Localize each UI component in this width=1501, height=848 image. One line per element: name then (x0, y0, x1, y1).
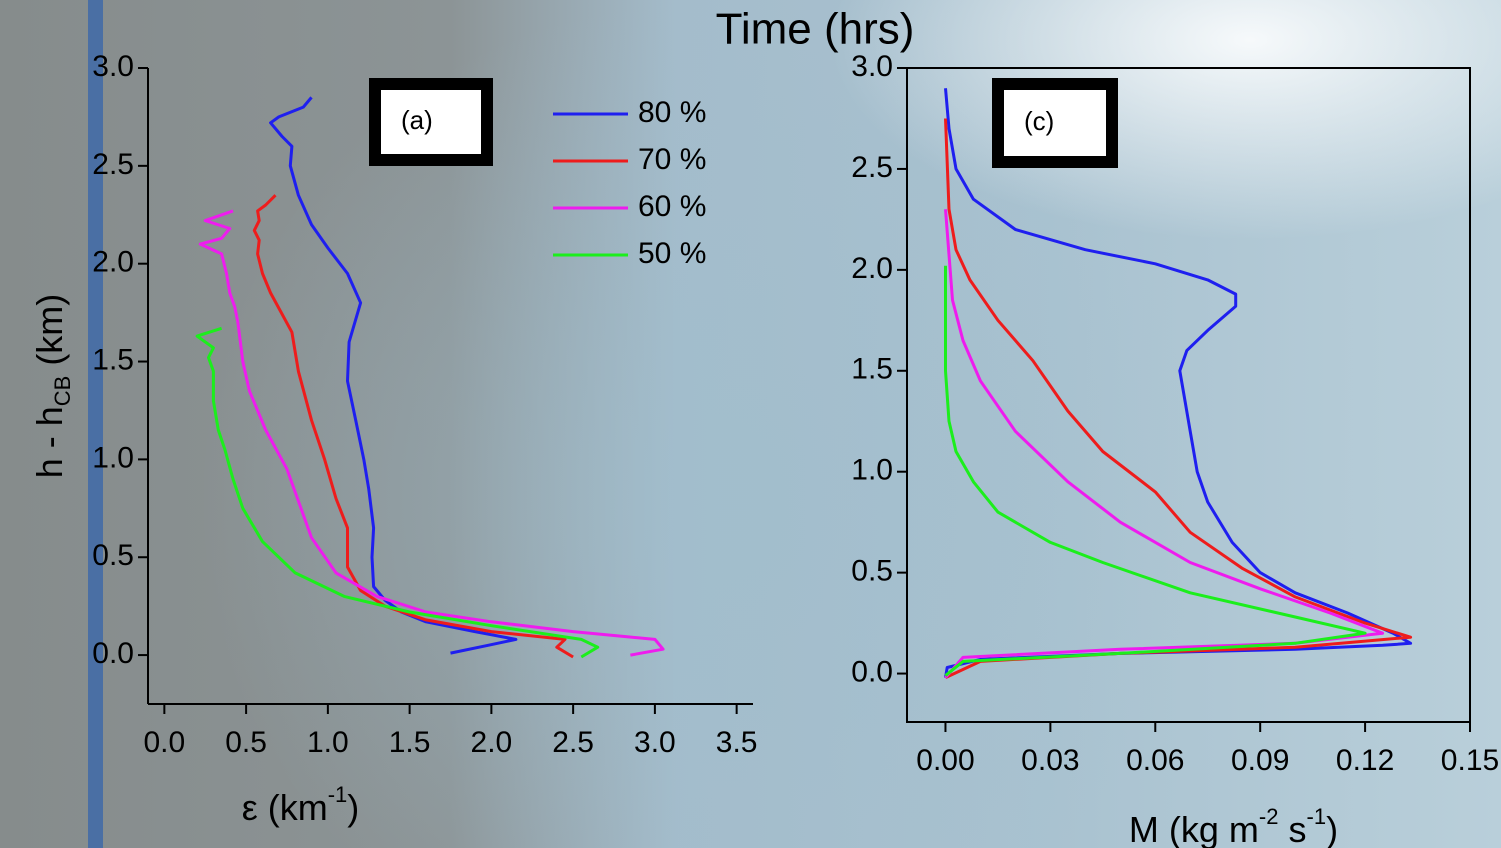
x-tick-label: 1.5 (389, 726, 431, 759)
legend-label: 80 % (638, 96, 706, 129)
x-tick-label: 1.0 (307, 726, 349, 759)
legend-label: 70 % (638, 143, 706, 176)
y-tick-label: 0.5 (851, 555, 893, 588)
x-axis-label-part: -1 (1307, 804, 1327, 829)
x-tick-label: 0.5 (225, 726, 267, 759)
y-tick-label: 1.5 (92, 343, 134, 376)
y-tick-label: 1.0 (851, 454, 893, 487)
y-tick-label: 0.0 (851, 655, 893, 688)
legend-label: 50 % (638, 237, 706, 270)
x-tick-label: 2.0 (471, 726, 513, 759)
x-tick-label: 0.15 (1441, 744, 1499, 777)
side-bar (88, 0, 103, 848)
data-line (195, 326, 600, 659)
y-axis-label-part: CB (50, 376, 75, 407)
y-tick-label: 3.0 (851, 50, 893, 83)
y-tick-label: 2.5 (851, 151, 893, 184)
x-axis-label-part: s (1278, 809, 1306, 848)
x-axis-label-part: ε (km (242, 787, 328, 828)
y-tick-label: 0.0 (92, 637, 134, 670)
plot-frame (906, 67, 1471, 723)
x-axis-label-part: -1 (328, 782, 348, 807)
x-tick-label: 0.0 (143, 726, 185, 759)
y-tick-label: 2.5 (92, 148, 134, 181)
annotation-box (369, 78, 493, 166)
x-tick-label: 0.09 (1231, 744, 1289, 777)
y-tick-label: 2.0 (92, 246, 134, 279)
x-axis-label-part: -2 (1259, 804, 1279, 829)
data-line (252, 194, 574, 659)
slide-title: Time (hrs) (716, 5, 915, 54)
legend-label: 60 % (638, 190, 706, 223)
y-tick-label: 1.5 (851, 353, 893, 386)
x-axis-label-part: M (kg m (1129, 809, 1259, 848)
data-line (269, 96, 518, 655)
x-axis-label-part: ) (347, 787, 359, 828)
data-line (944, 118, 1413, 679)
y-tick-label: 0.5 (92, 539, 134, 572)
y-tick-label: 2.0 (851, 252, 893, 285)
x-tick-label: 3.0 (634, 726, 676, 759)
data-line (198, 209, 665, 657)
y-axis-label-part: (km) (29, 294, 70, 376)
data-line (944, 88, 1413, 678)
x-tick-label: 0.03 (1021, 744, 1079, 777)
y-tick-label: 1.0 (92, 441, 134, 474)
x-tick-label: 2.5 (552, 726, 594, 759)
x-axis-label-part: ) (1326, 809, 1338, 848)
x-axis-label: M (kg m-2 s-1) (1129, 804, 1338, 848)
x-tick-label: 3.5 (716, 726, 758, 759)
x-tick-label: 0.06 (1126, 744, 1184, 777)
annotation: (a) (401, 105, 433, 135)
x-axis-label: ε (km-1) (242, 782, 360, 828)
y-axis-label: h - hCB (km) (29, 294, 75, 479)
annotation: (c) (1024, 106, 1054, 136)
y-tick-label: 3.0 (92, 50, 134, 83)
data-line (944, 265, 1367, 677)
x-tick-label: 0.00 (916, 744, 974, 777)
x-tick-label: 0.12 (1336, 744, 1394, 777)
annotation-box (992, 78, 1118, 168)
data-line (944, 209, 1385, 679)
y-axis-label-part: h - h (29, 406, 70, 478)
